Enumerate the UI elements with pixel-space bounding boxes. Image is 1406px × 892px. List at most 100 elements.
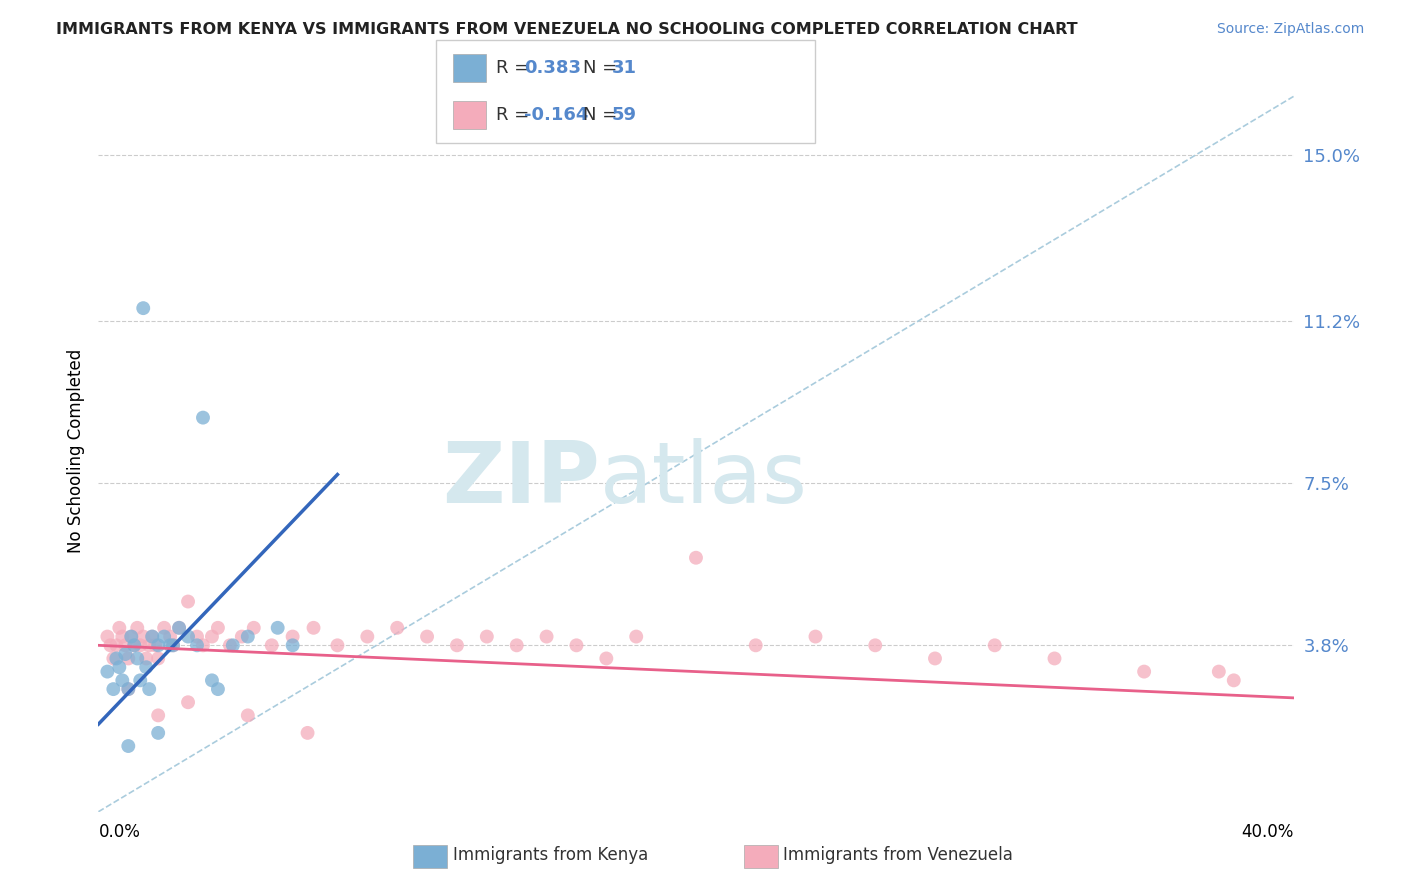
Point bbox=[105, 638, 128, 652]
Point bbox=[141, 630, 163, 644]
Point bbox=[159, 630, 181, 644]
Text: 31: 31 bbox=[612, 59, 637, 77]
Point bbox=[207, 682, 229, 697]
Point bbox=[127, 621, 149, 635]
Y-axis label: No Schooling Completed: No Schooling Completed bbox=[66, 349, 84, 552]
Point bbox=[506, 638, 529, 652]
Point bbox=[96, 665, 118, 679]
Point bbox=[1043, 651, 1066, 665]
Text: Immigrants from Venezuela: Immigrants from Venezuela bbox=[783, 846, 1012, 863]
Point bbox=[129, 638, 152, 652]
Point bbox=[475, 630, 498, 644]
Text: IMMIGRANTS FROM KENYA VS IMMIGRANTS FROM VENEZUELA NO SCHOOLING COMPLETED CORREL: IMMIGRANTS FROM KENYA VS IMMIGRANTS FROM… bbox=[56, 22, 1078, 37]
Point bbox=[167, 621, 190, 635]
Point bbox=[626, 630, 648, 644]
Point bbox=[385, 621, 409, 635]
Point bbox=[231, 630, 253, 644]
Point bbox=[120, 630, 142, 644]
Point bbox=[1208, 665, 1230, 679]
Point bbox=[148, 638, 170, 652]
Point bbox=[111, 630, 134, 644]
Text: Source: ZipAtlas.com: Source: ZipAtlas.com bbox=[1216, 22, 1364, 37]
Point bbox=[117, 682, 139, 697]
Point bbox=[103, 682, 125, 697]
Point bbox=[153, 621, 176, 635]
Point bbox=[105, 651, 128, 665]
Point bbox=[177, 695, 200, 709]
Point bbox=[446, 638, 468, 652]
Point bbox=[236, 630, 259, 644]
Text: 59: 59 bbox=[612, 106, 637, 124]
Point bbox=[207, 621, 229, 635]
Point bbox=[326, 638, 349, 652]
Text: Immigrants from Kenya: Immigrants from Kenya bbox=[453, 846, 648, 863]
Point bbox=[141, 630, 163, 644]
Point bbox=[153, 630, 176, 644]
Point bbox=[1133, 665, 1156, 679]
Point bbox=[124, 638, 146, 652]
Point bbox=[162, 638, 184, 652]
Point bbox=[138, 638, 160, 652]
Point bbox=[103, 651, 125, 665]
Text: ZIP: ZIP bbox=[443, 438, 600, 521]
Point bbox=[222, 638, 245, 652]
Point bbox=[416, 630, 439, 644]
Point bbox=[114, 638, 136, 652]
Point bbox=[114, 647, 136, 661]
Point bbox=[129, 673, 152, 688]
Point bbox=[1223, 673, 1246, 688]
Point bbox=[117, 651, 139, 665]
Text: 0.0%: 0.0% bbox=[98, 822, 141, 840]
Point bbox=[177, 594, 200, 608]
Point bbox=[124, 638, 146, 652]
Text: R =: R = bbox=[496, 59, 536, 77]
Point bbox=[685, 550, 707, 565]
Text: 40.0%: 40.0% bbox=[1241, 822, 1294, 840]
Point bbox=[186, 630, 208, 644]
Point bbox=[127, 651, 149, 665]
Text: 0.383: 0.383 bbox=[524, 59, 582, 77]
Point bbox=[595, 651, 617, 665]
Point bbox=[148, 708, 170, 723]
Point bbox=[132, 630, 155, 644]
Point bbox=[148, 726, 170, 740]
Point bbox=[117, 739, 139, 753]
Text: N =: N = bbox=[583, 59, 623, 77]
Point bbox=[865, 638, 887, 652]
Point bbox=[143, 638, 166, 652]
Text: R =: R = bbox=[496, 106, 536, 124]
Point bbox=[159, 638, 181, 652]
Point bbox=[924, 651, 946, 665]
Point bbox=[984, 638, 1007, 652]
Point bbox=[148, 651, 170, 665]
Point bbox=[201, 630, 224, 644]
Point bbox=[108, 621, 131, 635]
Point bbox=[804, 630, 827, 644]
Text: N =: N = bbox=[583, 106, 623, 124]
Point bbox=[108, 660, 131, 674]
Point bbox=[236, 708, 259, 723]
Point bbox=[745, 638, 768, 652]
Point bbox=[201, 673, 224, 688]
Point bbox=[356, 630, 378, 644]
Point bbox=[111, 673, 134, 688]
Point bbox=[191, 638, 214, 652]
Point bbox=[536, 630, 558, 644]
Point bbox=[135, 651, 157, 665]
Point bbox=[191, 410, 214, 425]
Point bbox=[98, 638, 122, 652]
Point bbox=[167, 621, 190, 635]
Point bbox=[243, 621, 266, 635]
Point bbox=[177, 630, 200, 644]
Text: -0.164: -0.164 bbox=[524, 106, 589, 124]
Point bbox=[132, 301, 155, 315]
Point bbox=[281, 638, 304, 652]
Point bbox=[302, 621, 325, 635]
Point bbox=[135, 660, 157, 674]
Point bbox=[186, 638, 208, 652]
Point bbox=[117, 682, 139, 697]
Point bbox=[297, 726, 319, 740]
Text: atlas: atlas bbox=[600, 438, 808, 521]
Point bbox=[96, 630, 118, 644]
Point bbox=[565, 638, 588, 652]
